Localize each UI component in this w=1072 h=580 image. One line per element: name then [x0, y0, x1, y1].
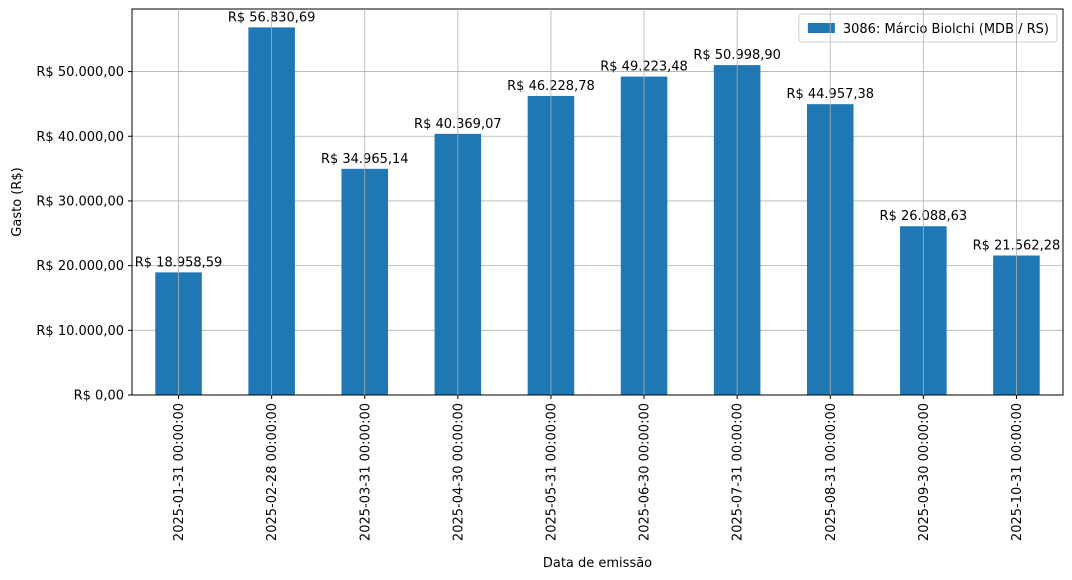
- plot-frame: [131, 8, 1064, 396]
- y-tick-label: R$ 10.000,00: [36, 324, 124, 339]
- y-tick-label: R$ 50.000,00: [36, 65, 124, 80]
- x-tick-label: 2025-05-31 00:00:00: [544, 403, 559, 541]
- legend-box: [798, 13, 1058, 43]
- x-tick-label: 2025-10-31 00:00:00: [1010, 403, 1025, 541]
- x-tick-label: 2025-04-30 00:00:00: [451, 403, 466, 541]
- x-axis-label: Data de emissão: [543, 556, 652, 571]
- y-tick-label: R$ 20.000,00: [36, 259, 124, 274]
- legend: 3086: Márcio Biolchi (MDB / RS): [798, 13, 1058, 43]
- legend-label: 3086: Márcio Biolchi (MDB / RS): [843, 22, 1049, 37]
- x-tick-label: 2025-03-31 00:00:00: [358, 403, 373, 541]
- x-tick-label: 2025-07-31 00:00:00: [731, 403, 746, 541]
- y-axis-label: Gasto (R$): [10, 167, 25, 236]
- y-tick-label: R$ 30.000,00: [36, 194, 124, 209]
- y-tick-label: R$ 0,00: [74, 389, 124, 404]
- y-tick-label: R$ 40.000,00: [36, 130, 124, 145]
- x-tick-label: 2025-06-30 00:00:00: [638, 403, 653, 541]
- legend-swatch: [807, 23, 835, 33]
- x-tick-label: 2025-09-30 00:00:00: [917, 403, 932, 541]
- x-tick-label: 2025-01-31 00:00:00: [172, 403, 187, 541]
- axis-ticks: R$ 0,00 R$ 10.000,00 R$ 20.000,00 R$ 30.000…: [36, 65, 1025, 541]
- x-tick-label: 2025-02-28 00:00:00: [265, 403, 280, 541]
- x-tick-label: 2025-08-31 00:00:00: [824, 403, 839, 541]
